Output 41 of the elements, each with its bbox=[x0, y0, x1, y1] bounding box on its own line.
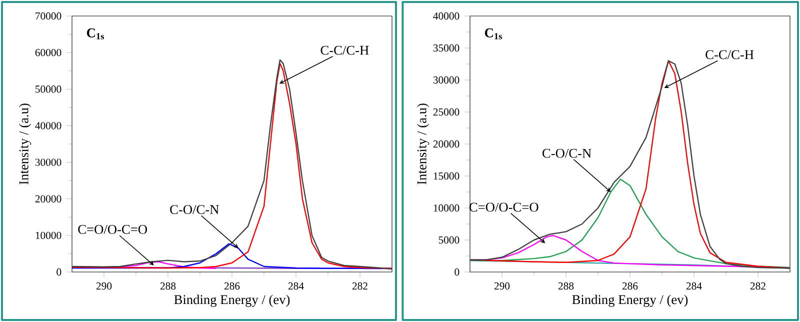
annotation: C=O/O-C=O bbox=[78, 224, 147, 234]
y-tick-label: 0 bbox=[56, 268, 62, 276]
annotation: C$_{1s}$ bbox=[86, 28, 104, 40]
y-tick-label: 20000 bbox=[433, 140, 460, 148]
y-axis-title: Intensity / (a.u) bbox=[18, 104, 32, 184]
y-axis-title: Intensity / (a.u) bbox=[416, 104, 430, 184]
y-tick-label: 5000 bbox=[438, 236, 460, 244]
y-tick-label: 20000 bbox=[35, 195, 62, 202]
line-series bbox=[469, 60, 791, 269]
annotation: C-O/C-N bbox=[170, 205, 219, 214]
annotation: C-O/C-N bbox=[542, 148, 592, 158]
y-tick-label: 30000 bbox=[433, 76, 460, 84]
x-tick-label: 290 bbox=[494, 282, 510, 290]
x-axis-title: Binding Energy / (ev) bbox=[174, 294, 290, 307]
x-tick-label: 286 bbox=[224, 282, 240, 290]
y-tick-label: 25000 bbox=[433, 108, 460, 116]
x-tick-label: 282 bbox=[750, 282, 766, 290]
y-tick-label: 60000 bbox=[35, 48, 62, 56]
x-tick-label: 288 bbox=[160, 282, 176, 290]
x-axis-title: Binding Energy / (ev) bbox=[572, 294, 688, 307]
x-tick-label: 290 bbox=[96, 282, 112, 290]
y-tick-label: 10000 bbox=[36, 232, 62, 240]
annotation: C=O/O-C=O bbox=[469, 202, 538, 212]
annotation: C$_{1s}$ bbox=[484, 28, 502, 40]
y-tick-label: 40000 bbox=[35, 122, 62, 130]
x-tick-label: 282 bbox=[352, 282, 368, 290]
annotation: C-C/C-H bbox=[706, 50, 754, 60]
y-tick-label: 0 bbox=[454, 268, 460, 276]
line-series bbox=[469, 178, 791, 268]
y-tick-label: 40000 bbox=[433, 12, 460, 20]
y-tick-label: 10000 bbox=[434, 204, 460, 212]
y-tick-label: 15000 bbox=[434, 172, 460, 180]
annotation: C-C/C-H bbox=[320, 46, 369, 55]
x-tick-label: 284 bbox=[288, 282, 304, 290]
y-tick-label: 30000 bbox=[35, 158, 62, 166]
y-tick-label: 50000 bbox=[36, 86, 62, 93]
x-tick-label: 288 bbox=[558, 282, 574, 290]
x-tick-label: 286 bbox=[622, 282, 638, 290]
x-tick-label: 284 bbox=[686, 282, 702, 290]
y-tick-label: 70000 bbox=[36, 12, 62, 20]
y-tick-label: 35000 bbox=[433, 44, 460, 52]
